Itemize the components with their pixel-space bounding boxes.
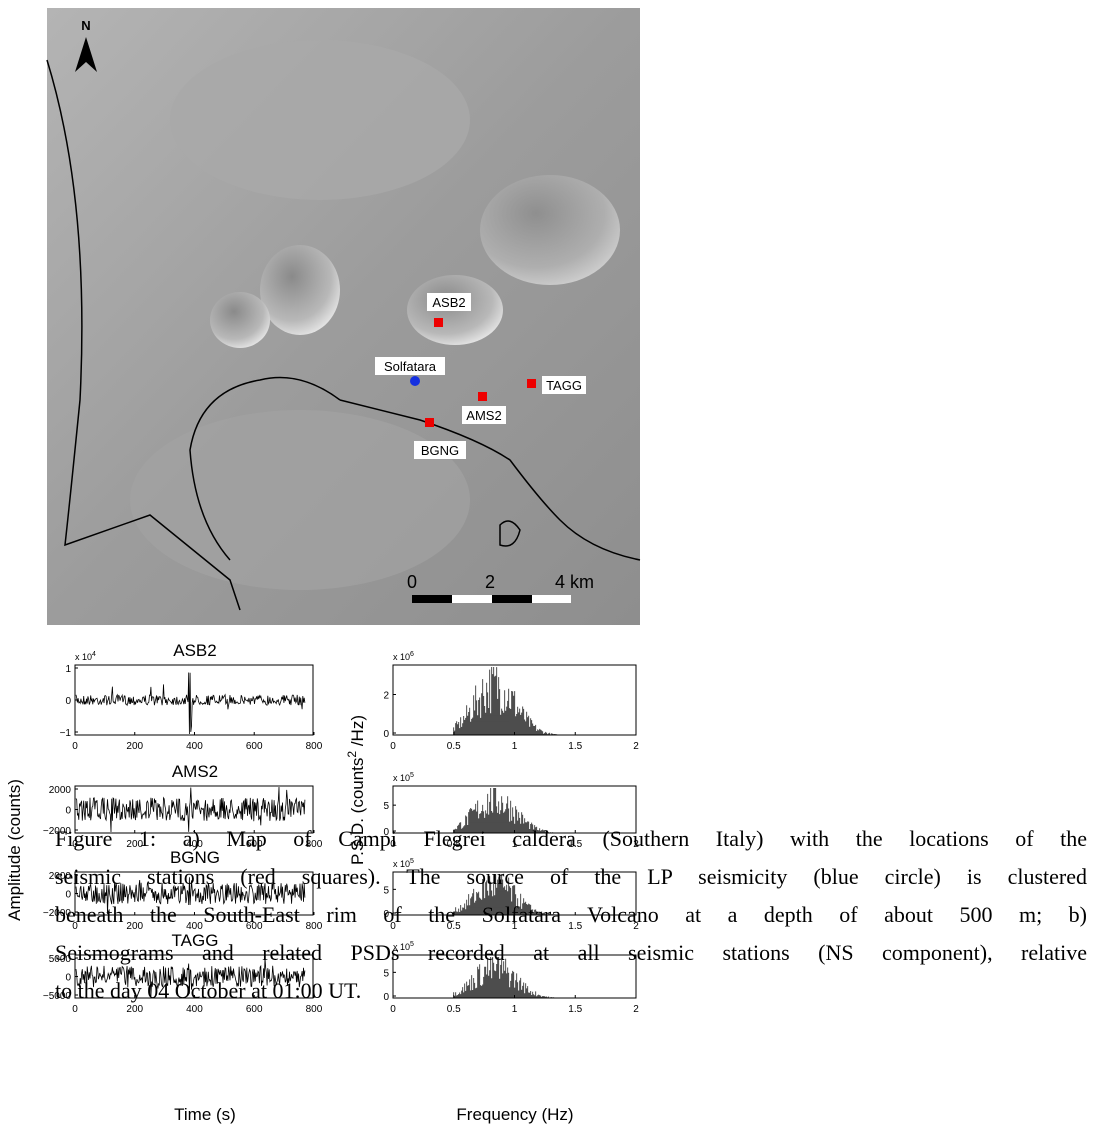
scale-label: 4 (555, 572, 565, 592)
x-tick-label: 0.5 (447, 1004, 461, 1015)
map: N ASB2 Solfatara AMS2 TAGG BGNG 0 2 4 km (47, 8, 640, 625)
x-tick-label: 0 (72, 1004, 78, 1015)
station-marker (425, 418, 434, 427)
source-label: Solfatara (384, 359, 437, 374)
north-label: N (81, 18, 90, 33)
x-tick-label: 600 (246, 741, 263, 752)
caption-line: beneath the South-East rim of the Solfat… (55, 902, 1087, 928)
caption-line: Figure 1: a) Map of Campi Flegrei calder… (55, 826, 1087, 852)
multiplier: x 105 (393, 772, 414, 783)
x-tick-label: 200 (126, 741, 143, 752)
caption-line: seismic stations (red squares). The sour… (55, 864, 1087, 890)
caption-line: Seismograms and related PSDs recorded at… (55, 940, 1087, 966)
y-tick-label: 2000 (49, 785, 72, 796)
y-tick-label: 0 (65, 806, 71, 817)
y-tick-label: 0 (65, 890, 71, 901)
x-tick-label: 0 (390, 1004, 396, 1015)
multiplier-base: x 10 (393, 773, 410, 783)
x-tick-label: 0 (72, 741, 78, 752)
x-tick-label: 800 (306, 1004, 323, 1015)
x-axis-label: Frequency (Hz) (456, 1105, 573, 1124)
scale-segment (532, 595, 571, 603)
x-tick-label: 2 (633, 741, 639, 752)
station-marker (434, 318, 443, 327)
crater (260, 245, 340, 335)
x-tick-label: 2 (633, 1004, 639, 1015)
x-tick-label: 0 (390, 741, 396, 752)
x-tick-label: 400 (186, 741, 203, 752)
panel-title: ASB2 (173, 641, 216, 660)
y-tick-label: 2 (383, 691, 389, 702)
station-marker (478, 392, 487, 401)
y-tick-label: 0 (383, 729, 389, 740)
multiplier-exp: 5 (410, 772, 414, 779)
y-axis-label: Amplitude (counts) (5, 779, 24, 921)
station-label: AMS2 (466, 408, 501, 423)
x-tick-label: 200 (126, 1004, 143, 1015)
x-tick-label: 600 (246, 1004, 263, 1015)
station-label: TAGG (546, 378, 582, 393)
x-tick-label: 1 (512, 741, 518, 752)
x-tick-label: 1.5 (568, 741, 582, 752)
x-tick-label: 0.5 (447, 741, 461, 752)
scale-segment (492, 595, 532, 603)
multiplier: x 106 (393, 651, 414, 662)
scale-label: 2 (485, 572, 495, 592)
relief-plain (170, 40, 470, 200)
x-tick-label: 1.5 (568, 1004, 582, 1015)
multiplier-base: x 10 (393, 652, 410, 662)
source-marker (410, 376, 420, 386)
page: N ASB2 Solfatara AMS2 TAGG BGNG 0 2 4 km… (0, 0, 1097, 1133)
x-axis-label: Time (s) (174, 1105, 236, 1124)
plot-frame (75, 665, 313, 735)
multiplier-exp: 6 (410, 651, 414, 658)
station-marker (527, 379, 536, 388)
y-tick-label: 1 (65, 664, 71, 675)
scale-segment (412, 595, 452, 603)
multiplier: x 104 (75, 651, 96, 662)
scale-segment (452, 595, 492, 603)
y-tick-label: 0 (65, 696, 71, 707)
panel-title: AMS2 (172, 762, 218, 781)
sea (130, 410, 470, 590)
y-tick-label: 5 (383, 801, 389, 812)
x-tick-label: 400 (186, 1004, 203, 1015)
multiplier-exp: 4 (92, 651, 96, 658)
scale-label: 0 (407, 572, 417, 592)
label-part: /Hz) (348, 715, 367, 751)
station-label: BGNG (421, 443, 459, 458)
crater (210, 292, 270, 348)
crater (480, 175, 620, 285)
x-tick-label: 800 (306, 741, 323, 752)
x-tick-label: 1 (512, 1004, 518, 1015)
caption-line: to the day 04 October at 01:00 UT. (55, 978, 1087, 1004)
scale-unit: km (570, 572, 594, 592)
y-tick-label: −1 (60, 728, 72, 739)
station-label: ASB2 (432, 295, 465, 310)
multiplier-base: x 10 (75, 652, 92, 662)
